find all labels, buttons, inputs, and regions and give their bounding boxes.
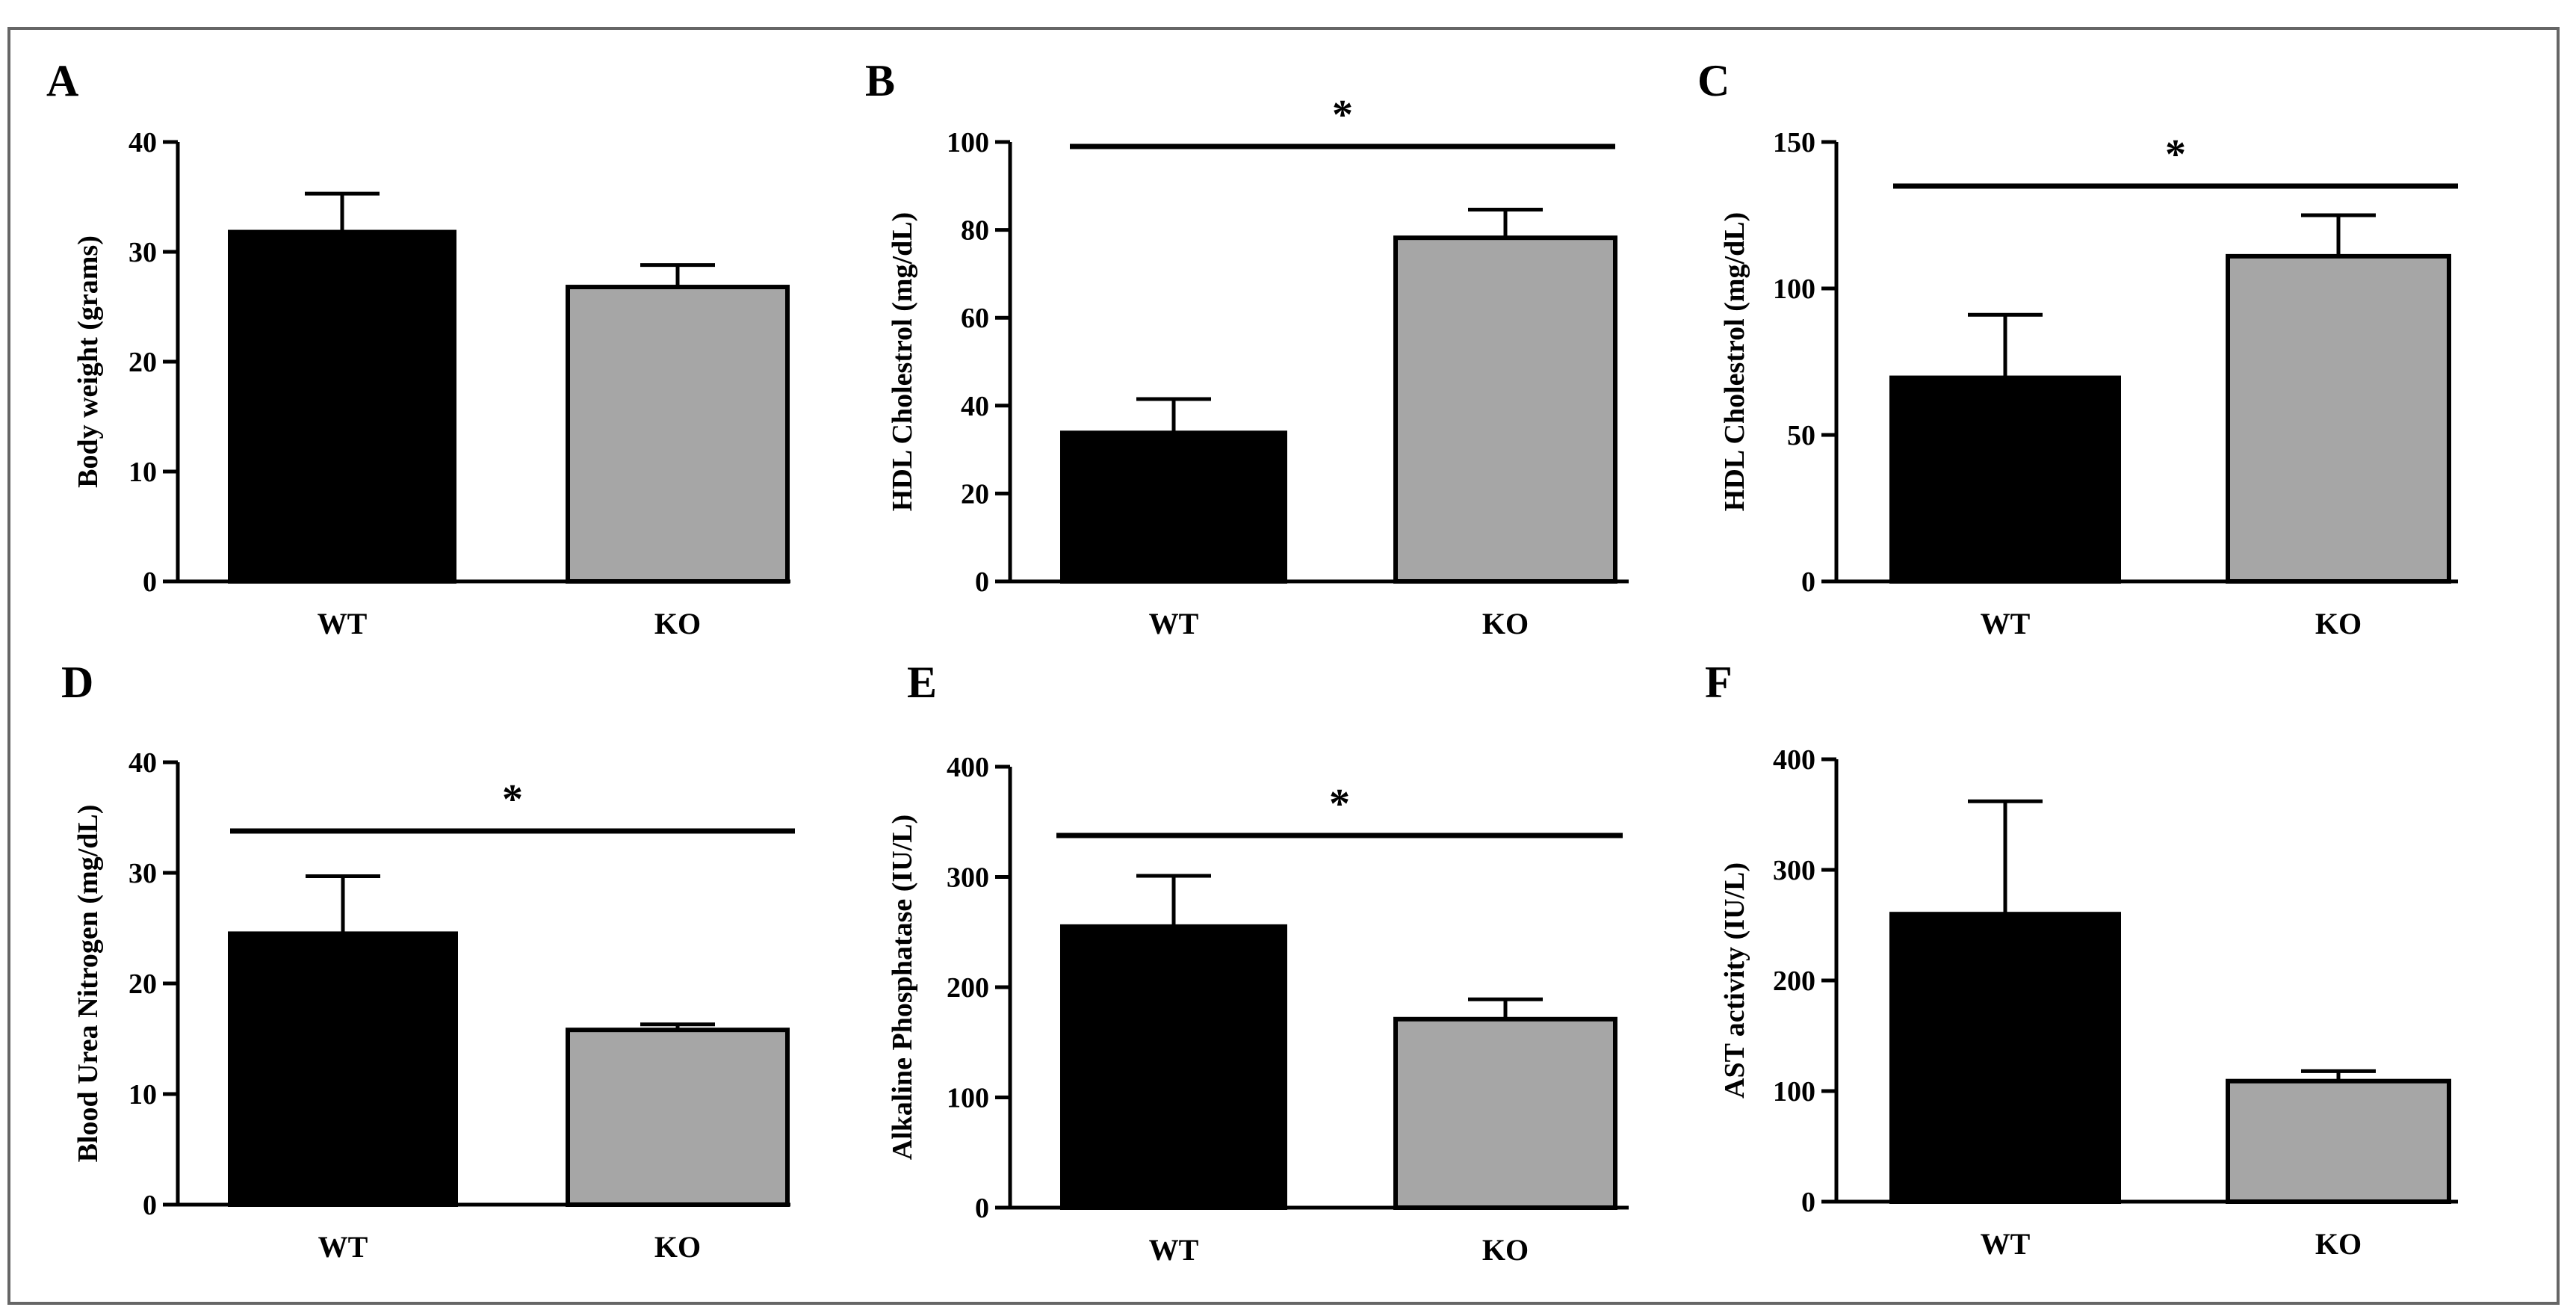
panel-letter: F bbox=[1705, 658, 1733, 707]
y-tick-label: 20 bbox=[961, 478, 989, 510]
figure-frame bbox=[7, 27, 2560, 1305]
x-category-label: KO bbox=[2315, 607, 2362, 640]
chart-panel-a: A 0 10 20 30 40 Body weight (grams) WT KO bbox=[46, 56, 790, 640]
panel-letter: E bbox=[907, 658, 937, 707]
y-tick-label: 200 bbox=[947, 972, 989, 1004]
y-axis-label: AST activity (IU/L) bbox=[1719, 862, 1750, 1099]
y-tick-label: 0 bbox=[1801, 566, 1815, 598]
significance-marker: * bbox=[1332, 92, 1353, 138]
x-category-label: KO bbox=[1482, 607, 1529, 640]
y-tick-label: 100 bbox=[1773, 274, 1815, 305]
chart-panel-d: D 0 10 20 30 40 Blood Urea Nitrogen (mg/dL) WT K… bbox=[61, 658, 795, 1264]
bar-ko bbox=[2226, 1078, 2451, 1205]
panel-letter: D bbox=[61, 658, 93, 707]
y-tick-label: 60 bbox=[961, 303, 989, 334]
significance-marker: * bbox=[502, 776, 523, 823]
x-category-label: KO bbox=[2315, 1227, 2362, 1261]
y-tick-label: 0 bbox=[1801, 1187, 1815, 1218]
bar-wt bbox=[228, 931, 458, 1208]
y-tick-label: 10 bbox=[129, 457, 157, 488]
y-axis-label: Blood Urea Nitrogen (mg/dL) bbox=[72, 805, 104, 1163]
x-category-label: KO bbox=[654, 607, 701, 640]
y-tick-label: 400 bbox=[1773, 744, 1815, 776]
y-tick-label: 300 bbox=[947, 862, 989, 894]
panel-letter: C bbox=[1697, 56, 1730, 105]
y-tick-label: 100 bbox=[947, 127, 989, 158]
y-axis-label: Body weight (grams) bbox=[72, 235, 104, 488]
y-tick-label: 0 bbox=[975, 566, 989, 598]
bar-wt bbox=[1060, 924, 1287, 1210]
y-tick-label: 40 bbox=[129, 747, 157, 779]
bar-wt bbox=[1060, 430, 1287, 584]
x-category-label: KO bbox=[654, 1230, 701, 1264]
panel-letter: A bbox=[46, 56, 78, 105]
y-tick-label: 20 bbox=[129, 969, 157, 1000]
y-tick-label: 40 bbox=[129, 127, 157, 158]
x-category-label: WT bbox=[318, 607, 368, 640]
x-category-label: WT bbox=[318, 1230, 368, 1264]
y-tick-label: 100 bbox=[947, 1083, 989, 1114]
y-tick-label: 0 bbox=[143, 1190, 157, 1221]
bar-ko bbox=[566, 1028, 790, 1208]
bar-ko bbox=[2226, 253, 2451, 584]
y-tick-label: 80 bbox=[961, 215, 989, 247]
x-category-label: WT bbox=[1981, 607, 2031, 640]
y-tick-label: 300 bbox=[1773, 855, 1815, 886]
significance-marker: * bbox=[1329, 781, 1350, 827]
x-category-label: WT bbox=[1149, 607, 1199, 640]
chart-panel-c: C 0 50 100 150 HDL Cholestrol (mg/dL) WT KO * bbox=[1697, 56, 2458, 640]
y-tick-label: 10 bbox=[129, 1079, 157, 1110]
bar-wt bbox=[1889, 912, 2121, 1204]
bar-ko bbox=[566, 285, 790, 584]
y-tick-label: 400 bbox=[947, 752, 989, 783]
significance-marker: * bbox=[2165, 132, 2186, 178]
y-tick-label: 150 bbox=[1773, 127, 1815, 158]
y-axis-label: Alkaline Phosphatase (IU/L) bbox=[887, 815, 918, 1160]
y-tick-label: 30 bbox=[129, 858, 157, 889]
y-tick-label: 50 bbox=[1787, 420, 1815, 451]
y-tick-label: 0 bbox=[975, 1193, 989, 1224]
y-tick-label: 20 bbox=[129, 347, 157, 378]
y-tick-label: 200 bbox=[1773, 966, 1815, 997]
x-category-label: WT bbox=[1149, 1233, 1199, 1267]
y-tick-label: 0 bbox=[143, 566, 157, 598]
y-axis-label: HDL Cholestrol (mg/dL) bbox=[887, 212, 918, 511]
y-tick-label: 40 bbox=[961, 391, 989, 422]
chart-panel-b: B 0 20 40 60 80 100 HDL Cholestrol (mg/dL) WT KO * bbox=[865, 56, 1629, 640]
bar-wt bbox=[1889, 375, 2121, 584]
bar-ko bbox=[1393, 1016, 1617, 1211]
chart-panel-e: E 0 100 200 300 400 Alkaline Phosphatase (IU/L… bbox=[887, 658, 1629, 1267]
x-category-label: WT bbox=[1981, 1227, 2031, 1261]
y-tick-label: 30 bbox=[129, 237, 157, 268]
chart-panel-f: F 0 100 200 300 400 AST activity (IU/L) WT KO bbox=[1705, 658, 2458, 1261]
bar-ko bbox=[1393, 235, 1617, 584]
y-axis-label: HDL Cholestrol (mg/dL) bbox=[1719, 212, 1750, 511]
x-category-label: KO bbox=[1482, 1233, 1529, 1267]
y-tick-label: 100 bbox=[1773, 1076, 1815, 1108]
bar-wt bbox=[228, 229, 456, 584]
panel-letter: B bbox=[865, 56, 895, 105]
